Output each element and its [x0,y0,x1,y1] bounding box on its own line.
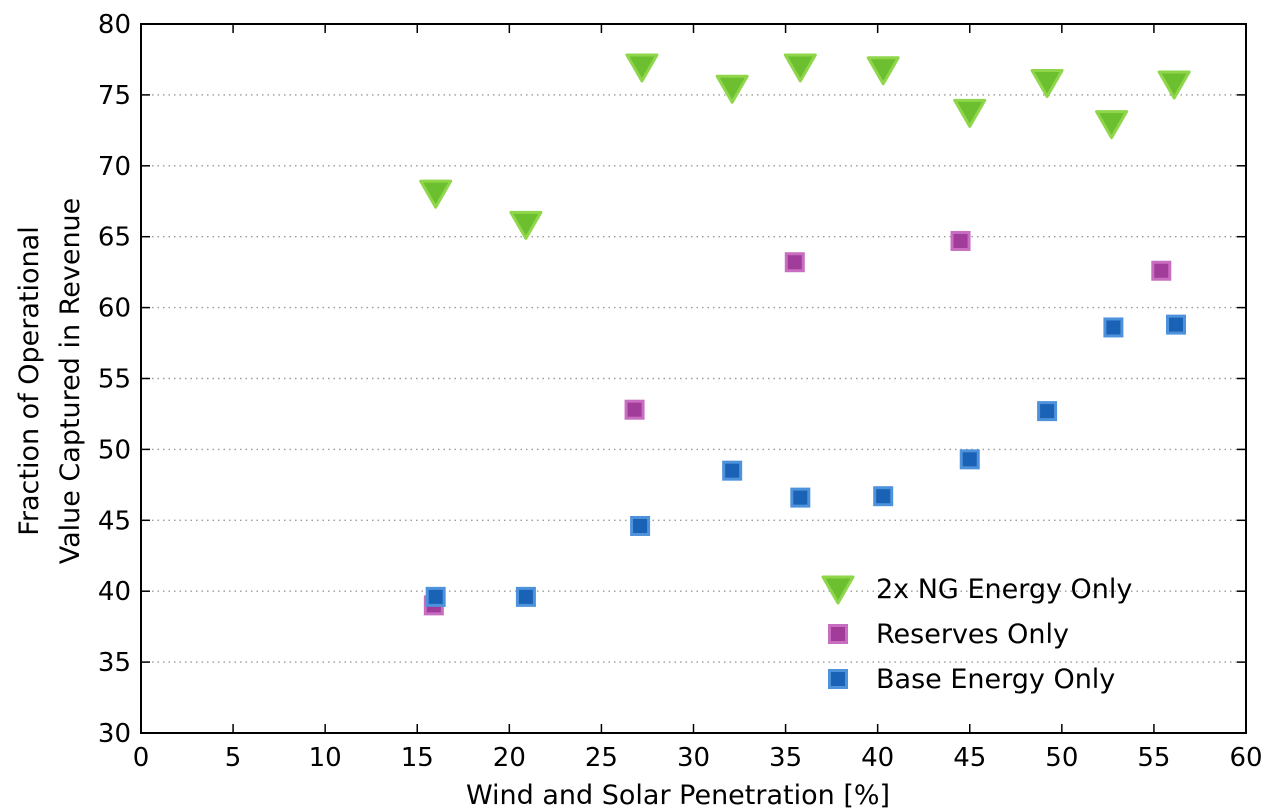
data-point-square [1151,260,1172,281]
y-tick-label: 40 [98,577,131,607]
data-point-square [624,399,645,420]
tick-labels: 30 35 40 45 50 55 60 65 70 75 80 0 5 10 15 20 25 30 35 40 45… [98,10,1263,773]
y-tick-label: 45 [98,506,131,536]
x-tick-label: 25 [585,743,618,773]
x-tick-label: 60 [1229,743,1262,773]
plot-area-frame [140,23,1247,734]
data-point-triangle [715,74,749,104]
data-point-triangle [1030,69,1064,99]
legend-triangle-marker [821,575,855,605]
y-tick-label: 60 [98,294,131,324]
data-point-square [873,486,894,507]
data-point-square [959,449,980,470]
data-point-square [950,230,971,251]
legend-square-marker [828,624,848,644]
x-tick-label: 50 [1045,743,1078,773]
data-point-square [515,586,536,607]
x-axis-label: Wind and Solar Penetration [%] [466,780,890,810]
legend-label: 2x NG Energy Only [876,574,1132,605]
data-point-square [722,460,743,481]
y-tick-label: 30 [98,719,131,749]
legend-item-reserves-only: Reserves Only [828,619,1069,650]
y-axis-label-line-1: Fraction of Operational [14,226,45,535]
x-tick-label: 45 [953,743,986,773]
legend-marker-square [828,624,848,644]
x-tick-label: 0 [133,743,150,773]
legend-label: Base Energy Only [876,664,1115,695]
data-point-square [1037,401,1058,422]
y-tick-label: 70 [98,152,131,182]
legend-item-2x-ng-energy-only: 2x NG Energy Only [821,574,1132,605]
data-point-square [790,487,811,508]
data-point-triangle [783,53,817,83]
data-point-square [1166,314,1187,335]
data-point-triangle [1095,110,1129,140]
data-point-square [784,252,805,273]
legend-marker-square [828,669,848,689]
y-tick-label: 80 [98,10,131,40]
y-tick-label: 35 [98,648,131,678]
data-point-triangle [509,210,543,240]
series-group [423,230,1172,616]
data-point-square [630,515,651,536]
y-tick-label: 65 [98,223,131,253]
data-point-triangle [419,179,453,209]
legend-marker-triangle [821,575,855,605]
data-markers [419,53,1191,616]
legend-label: Reserves Only [876,619,1069,650]
x-tick-label: 5 [225,743,242,773]
legend-item-base-energy-only: Base Energy Only [828,664,1115,695]
x-tick-label: 10 [309,743,342,773]
x-tick-label: 35 [769,743,802,773]
x-tick-label: 20 [493,743,526,773]
series-group [419,53,1191,240]
data-point-triangle [953,98,987,128]
data-point-triangle [866,56,900,86]
y-tick-label: 50 [98,435,131,465]
legend: 2x NG Energy Only Reserves Only Base Ene… [821,574,1132,695]
legend-square-marker [828,669,848,689]
data-point-square [1103,317,1124,338]
x-tick-label: 40 [861,743,894,773]
data-point-square [425,586,446,607]
data-point-triangle [625,53,659,83]
y-tick-label: 75 [98,81,131,111]
data-point-triangle [1157,70,1191,100]
x-tick-label: 30 [677,743,710,773]
y-axis-label-line-2: Value Captured in Revenue [55,198,86,565]
x-tick-label: 55 [1137,743,1170,773]
x-tick-label: 15 [401,743,434,773]
series-group [425,314,1187,607]
y-tick-label: 55 [98,365,131,395]
